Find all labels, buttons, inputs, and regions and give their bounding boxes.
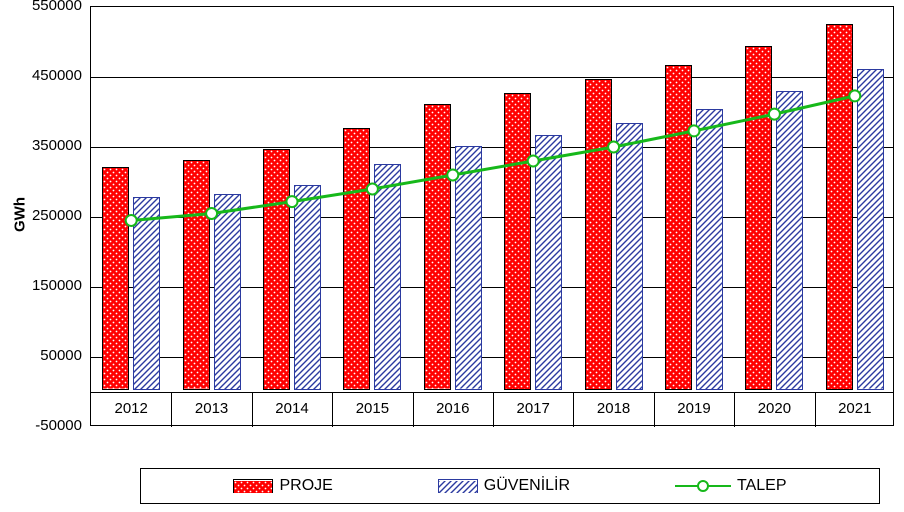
legend: PROJE GÜVENİLİR TALEP <box>140 468 880 504</box>
plot-area: 2012201320142015201620172018201920202021 <box>90 6 894 426</box>
line-marker <box>287 196 298 207</box>
legend-label: TALEP <box>737 477 787 495</box>
y-tick-label: 250000 <box>0 207 82 224</box>
line-marker <box>689 125 700 136</box>
chart-root: 2012201320142015201620172018201920202021… <box>0 0 904 512</box>
line-marker <box>528 156 539 167</box>
legend-label: GÜVENİLİR <box>484 477 570 495</box>
line-marker <box>769 109 780 120</box>
y-tick-label: 450000 <box>0 67 82 84</box>
y-tick-label: 550000 <box>0 0 82 14</box>
line-marker <box>608 142 619 153</box>
y-tick-label: 350000 <box>0 137 82 154</box>
legend-item-proje: PROJE <box>233 477 332 495</box>
legend-line-icon <box>675 479 731 493</box>
legend-item-guvenilir: GÜVENİLİR <box>438 477 570 495</box>
line-marker <box>447 170 458 181</box>
line-marker <box>849 90 860 101</box>
line-marker <box>367 184 378 195</box>
legend-item-talep: TALEP <box>675 477 787 495</box>
y-tick-label: 50000 <box>0 347 82 364</box>
line-marker <box>126 215 137 226</box>
legend-label: PROJE <box>279 477 332 495</box>
legend-swatch <box>233 479 273 493</box>
line-marker <box>206 208 217 219</box>
y-tick-label: 150000 <box>0 277 82 294</box>
line-series-talep <box>91 7 895 427</box>
y-tick-label: -50000 <box>0 417 82 434</box>
legend-swatch <box>438 479 478 493</box>
